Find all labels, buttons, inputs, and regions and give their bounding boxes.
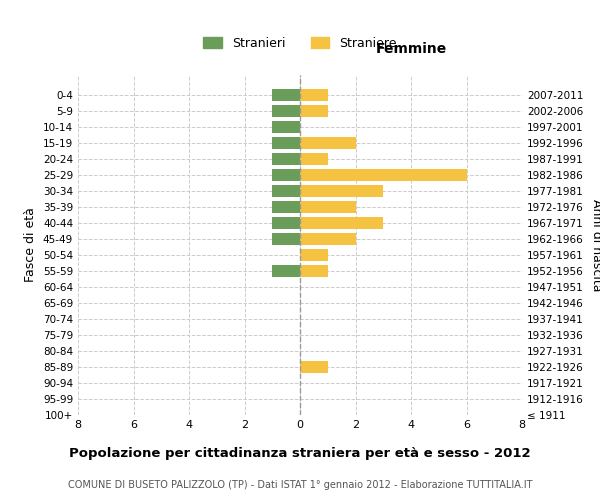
Bar <box>300 361 328 373</box>
Bar <box>300 217 383 229</box>
Text: Popolazione per cittadinanza straniera per età e sesso - 2012: Popolazione per cittadinanza straniera p… <box>69 448 531 460</box>
Bar <box>272 233 300 245</box>
Y-axis label: Fasce di età: Fasce di età <box>25 208 37 282</box>
Legend: Stranieri, Straniere: Stranieri, Straniere <box>203 37 397 50</box>
Bar <box>300 249 328 261</box>
Bar <box>300 89 328 101</box>
Bar <box>300 105 328 117</box>
Bar <box>272 105 300 117</box>
Text: Femmine: Femmine <box>376 42 446 56</box>
Bar <box>272 201 300 213</box>
Bar <box>300 169 467 181</box>
Bar <box>272 121 300 133</box>
Bar <box>300 233 355 245</box>
Bar <box>300 153 328 165</box>
Bar <box>272 137 300 149</box>
Bar <box>272 185 300 197</box>
Bar <box>272 265 300 277</box>
Bar <box>272 217 300 229</box>
Bar <box>300 201 355 213</box>
Y-axis label: Anni di nascita: Anni di nascita <box>590 198 600 291</box>
Bar <box>272 89 300 101</box>
Bar <box>300 185 383 197</box>
Bar <box>300 265 328 277</box>
Text: COMUNE DI BUSETO PALIZZOLO (TP) - Dati ISTAT 1° gennaio 2012 - Elaborazione TUTT: COMUNE DI BUSETO PALIZZOLO (TP) - Dati I… <box>68 480 532 490</box>
Bar <box>300 137 355 149</box>
Bar <box>272 169 300 181</box>
Bar <box>272 153 300 165</box>
